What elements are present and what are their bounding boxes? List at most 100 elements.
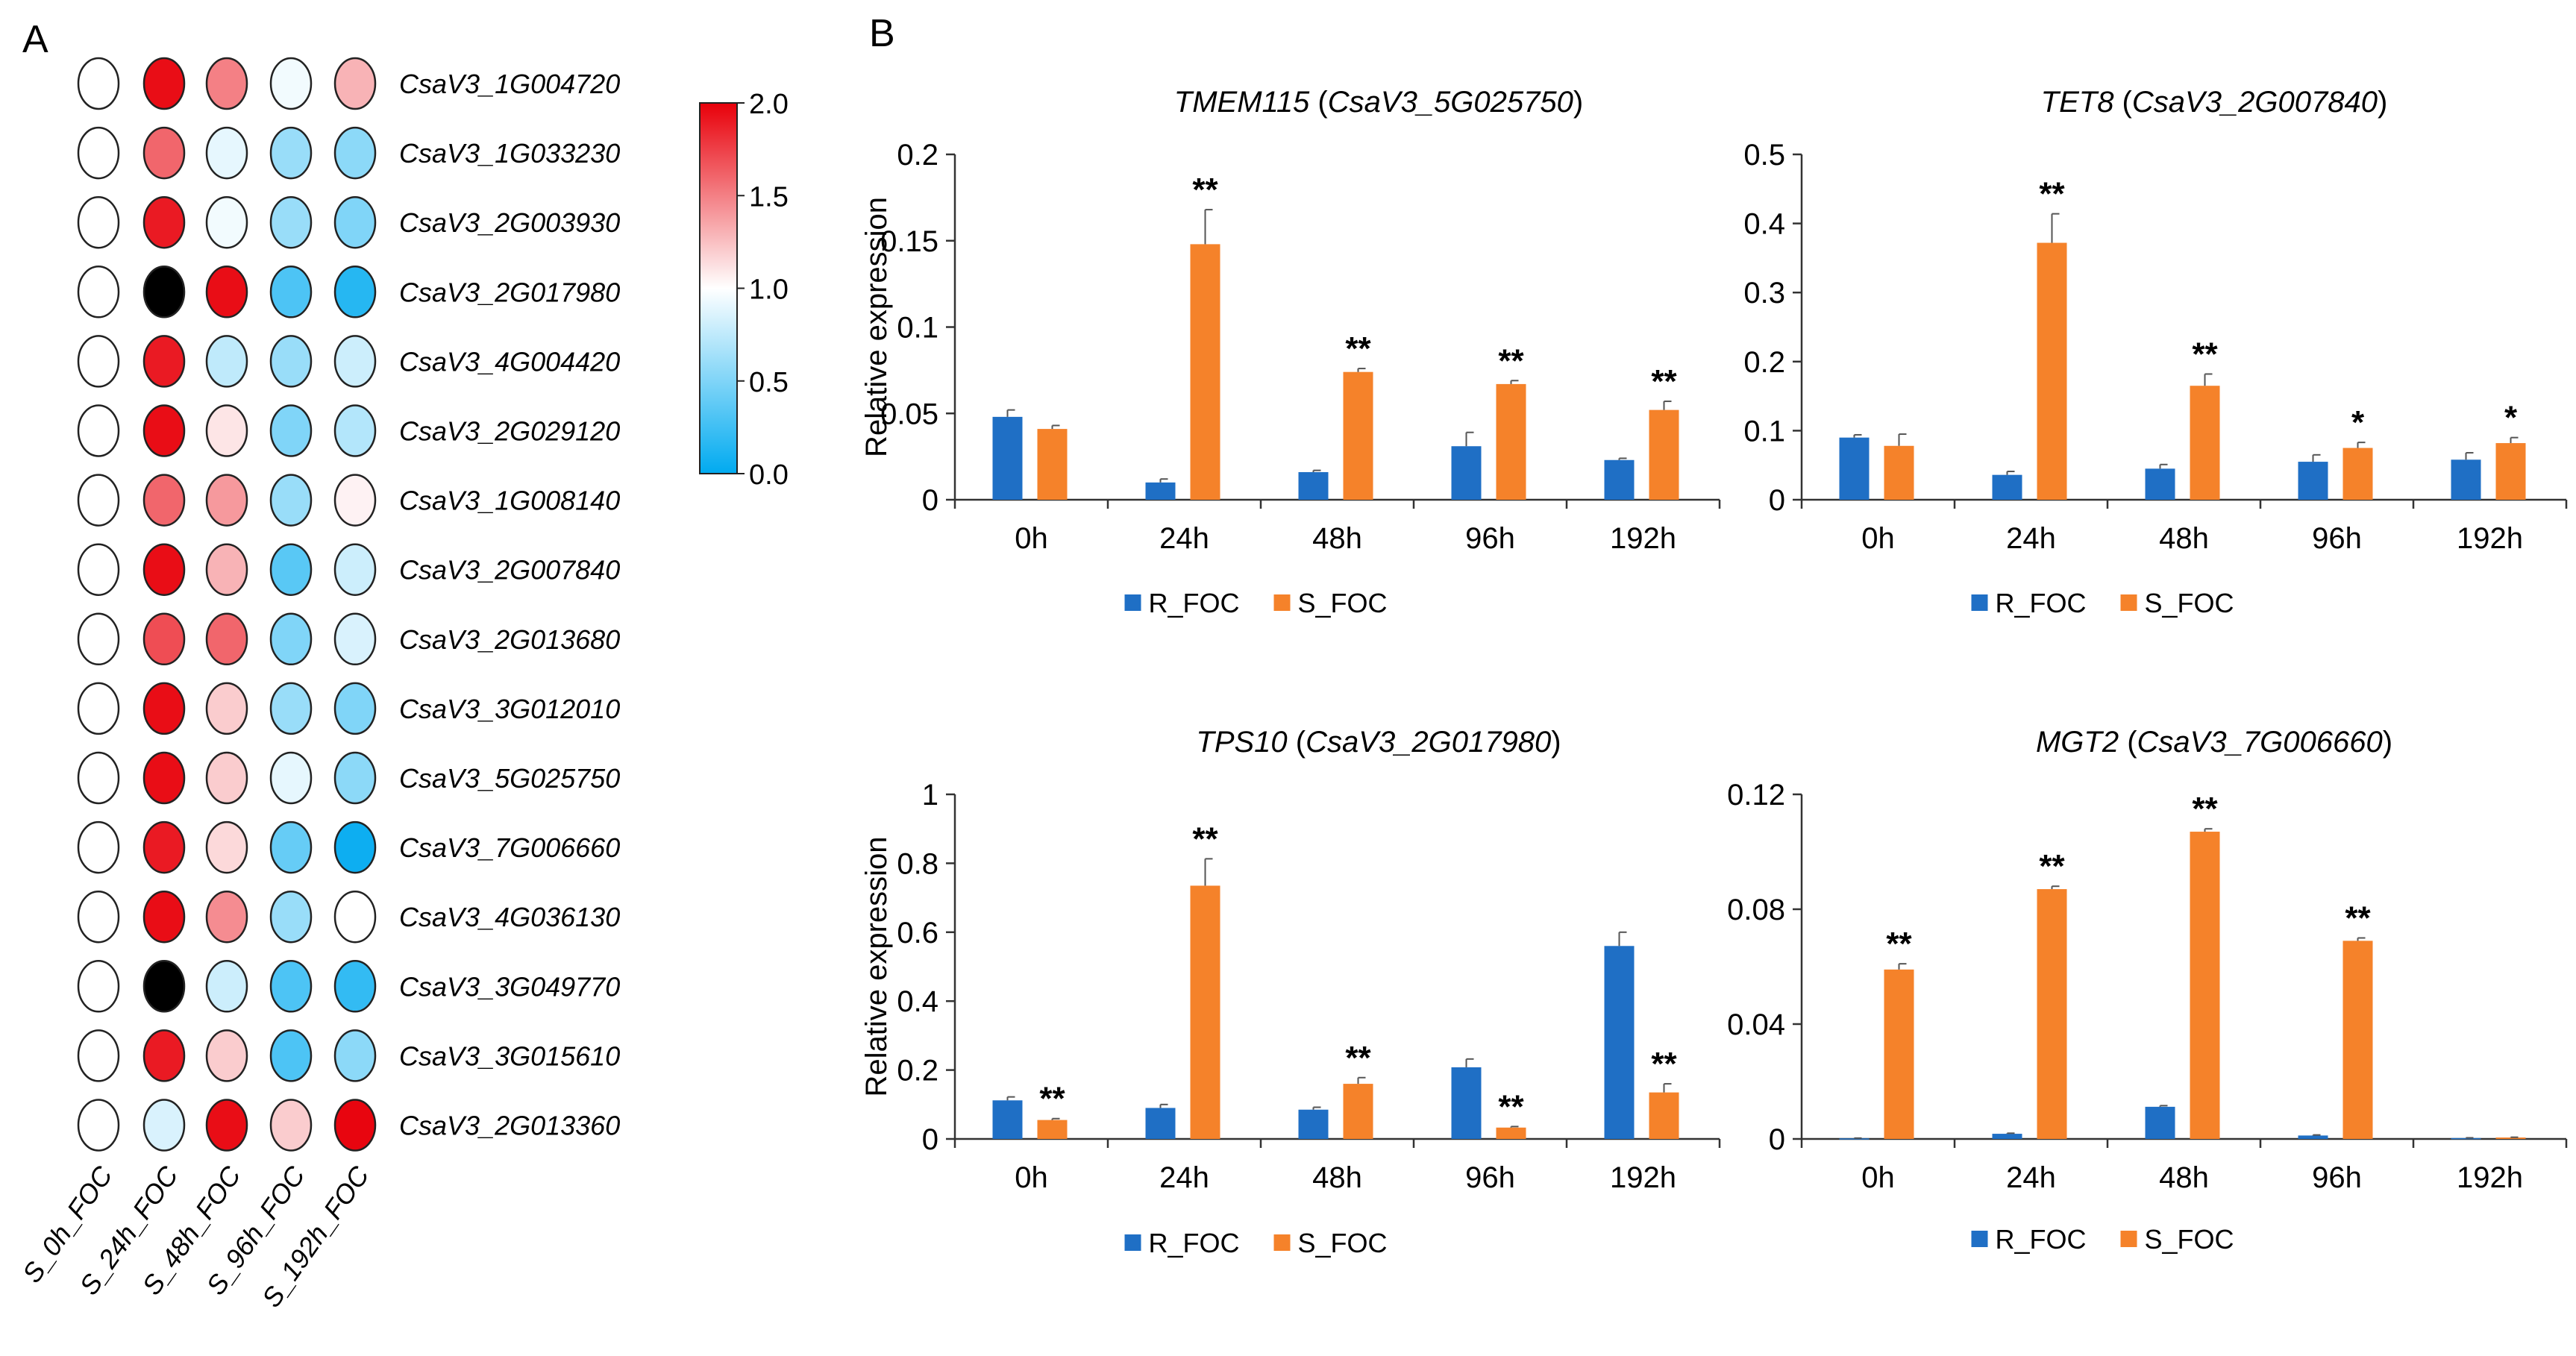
significance-marker: ** xyxy=(1886,926,1912,962)
legend-swatch-s-foc xyxy=(2120,1231,2137,1247)
heatmap-row-label: CsaV3_2G013680 xyxy=(399,624,620,655)
heatmap-cell xyxy=(77,751,120,805)
chart-title-open-paren: ( xyxy=(2119,726,2137,759)
bar-r-foc xyxy=(1298,1109,1329,1139)
legend-label: R_FOC xyxy=(1996,1224,2087,1255)
heatmap-cell xyxy=(77,57,120,110)
heatmap-cell xyxy=(269,751,313,805)
colorbar-tick-label: 0.5 xyxy=(749,367,789,398)
heatmap-cell xyxy=(269,404,313,457)
bar-chart-tmem115: TMEM115 (CsaV3_5G025750) Relative express… xyxy=(860,86,1721,618)
heatmap-cell xyxy=(333,126,377,180)
panel-label-b: B xyxy=(869,12,895,55)
heatmap-row-label: CsaV3_1G033230 xyxy=(399,138,620,169)
heatmap-cell xyxy=(333,1029,377,1082)
heatmap-cell xyxy=(77,474,120,527)
bar-chart-tet8: TET8 (CsaV3_2G007840) 0 0.1 0.2 0.3 0.4 0.5 0h 2… xyxy=(1743,86,2568,618)
x-tick-label: 0h xyxy=(1861,522,1895,555)
heatmap-cell xyxy=(333,820,377,874)
heatmap-cell xyxy=(269,890,313,944)
heatmap-cell xyxy=(77,126,120,180)
heatmap-cell xyxy=(333,474,377,527)
chart-title-open-paren: ( xyxy=(1288,726,1306,759)
y-tick-label: 0 xyxy=(1769,1123,1785,1156)
bar-s-foc xyxy=(1884,969,1914,1139)
x-tick-label: 24h xyxy=(1159,1161,1209,1194)
bar-s-foc xyxy=(2495,1137,2526,1139)
x-tick-label: 192h xyxy=(2457,522,2523,555)
heatmap-row-label: CsaV3_2G017980 xyxy=(399,277,620,307)
bar-r-foc xyxy=(1145,482,1176,500)
y-tick-label: 0.05 xyxy=(880,398,938,430)
bar-r-foc xyxy=(2145,1106,2175,1139)
bar-chart-mgt2: MGT2 (CsaV3_7G006660) 0 0.04 0.08 0.12 0h ** 24… xyxy=(1727,726,2568,1255)
bar-s-foc xyxy=(2037,889,2067,1139)
heatmap-row-label: CsaV3_1G004720 xyxy=(399,69,620,99)
y-tick-label: 0.15 xyxy=(880,225,938,258)
y-tick-label: 0.1 xyxy=(1743,415,1785,448)
heatmap-cell xyxy=(333,1099,377,1152)
heatmap-cell xyxy=(142,543,186,596)
heatmap-cell xyxy=(77,682,120,735)
heatmap-cell xyxy=(333,335,377,388)
heatmap-row-label: CsaV3_5G025750 xyxy=(399,763,620,794)
significance-marker: ** xyxy=(1345,330,1371,367)
y-tick-label: 0.2 xyxy=(1743,346,1785,379)
legend-swatch-r-foc xyxy=(1971,594,1988,611)
heatmap-cell xyxy=(205,890,248,944)
heatmap-cell xyxy=(205,57,248,110)
heatmap-cell xyxy=(205,612,248,666)
y-axis-label: Relative expression xyxy=(860,197,893,457)
legend-label: S_FOC xyxy=(1298,588,1388,618)
y-tick-label: 0.2 xyxy=(897,139,938,172)
significance-marker: ** xyxy=(1345,1040,1371,1076)
bar-s-foc xyxy=(1884,445,1914,500)
chart-title: TPS10 (CsaV3_2G017980) xyxy=(1196,726,1561,759)
colorbar-tick-label: 1.0 xyxy=(749,274,789,306)
legend-label: S_FOC xyxy=(2145,1224,2234,1255)
bar-r-foc xyxy=(1451,1067,1482,1139)
bar-s-foc xyxy=(1496,1127,1526,1139)
bar-r-foc xyxy=(992,1100,1023,1139)
significance-marker: ** xyxy=(1498,342,1524,379)
significance-marker: ** xyxy=(2039,176,2065,213)
heatmap-cell xyxy=(269,266,313,318)
bar-s-foc xyxy=(2190,832,2220,1139)
bar-r-foc xyxy=(2451,1137,2481,1140)
heatmap-row-label: CsaV3_2G029120 xyxy=(399,416,620,447)
x-tick-label: 24h xyxy=(1159,522,1209,555)
heatmap-cell xyxy=(142,612,186,666)
heatmap-cell xyxy=(77,404,120,457)
y-tick-label: 0.08 xyxy=(1727,894,1785,926)
heatmap-cell xyxy=(333,266,377,318)
bar-s-foc xyxy=(2342,941,2373,1139)
chart-title-close-paren: ) xyxy=(1551,726,1561,759)
x-tick-label: 192h xyxy=(1610,522,1676,555)
heatmap-cell xyxy=(142,404,186,457)
y-tick-label: 0.4 xyxy=(1743,208,1785,241)
significance-marker: ** xyxy=(1039,1081,1065,1117)
bar-r-foc xyxy=(1604,946,1635,1139)
heatmap-cell xyxy=(142,126,186,180)
x-tick-label: 0h xyxy=(1015,522,1048,555)
heatmap-cell xyxy=(269,682,313,735)
legend-swatch-s-foc xyxy=(1273,594,1291,611)
bar-s-foc xyxy=(1649,409,1679,500)
heatmap-cell xyxy=(269,195,313,249)
heatmap-cell xyxy=(77,1099,120,1152)
heatmap-cell xyxy=(205,404,248,457)
y-tick-label: 0.1 xyxy=(897,312,938,345)
heatmap-cell xyxy=(142,751,186,805)
heatmap-row-label: CsaV3_2G007840 xyxy=(399,555,620,586)
chart-title-gene: TET8 xyxy=(2041,86,2115,119)
bar-s-foc xyxy=(1496,383,1526,500)
heatmap-cell xyxy=(142,960,186,1013)
chart-title-gene: TPS10 xyxy=(1196,726,1287,759)
significance-marker: ** xyxy=(1651,363,1677,400)
bar-s-foc xyxy=(2342,448,2373,500)
heatmap-cell xyxy=(205,960,248,1013)
heatmap-cell xyxy=(269,335,313,388)
bar-r-foc xyxy=(1992,474,2022,500)
bar-r-foc xyxy=(1992,1134,2022,1139)
